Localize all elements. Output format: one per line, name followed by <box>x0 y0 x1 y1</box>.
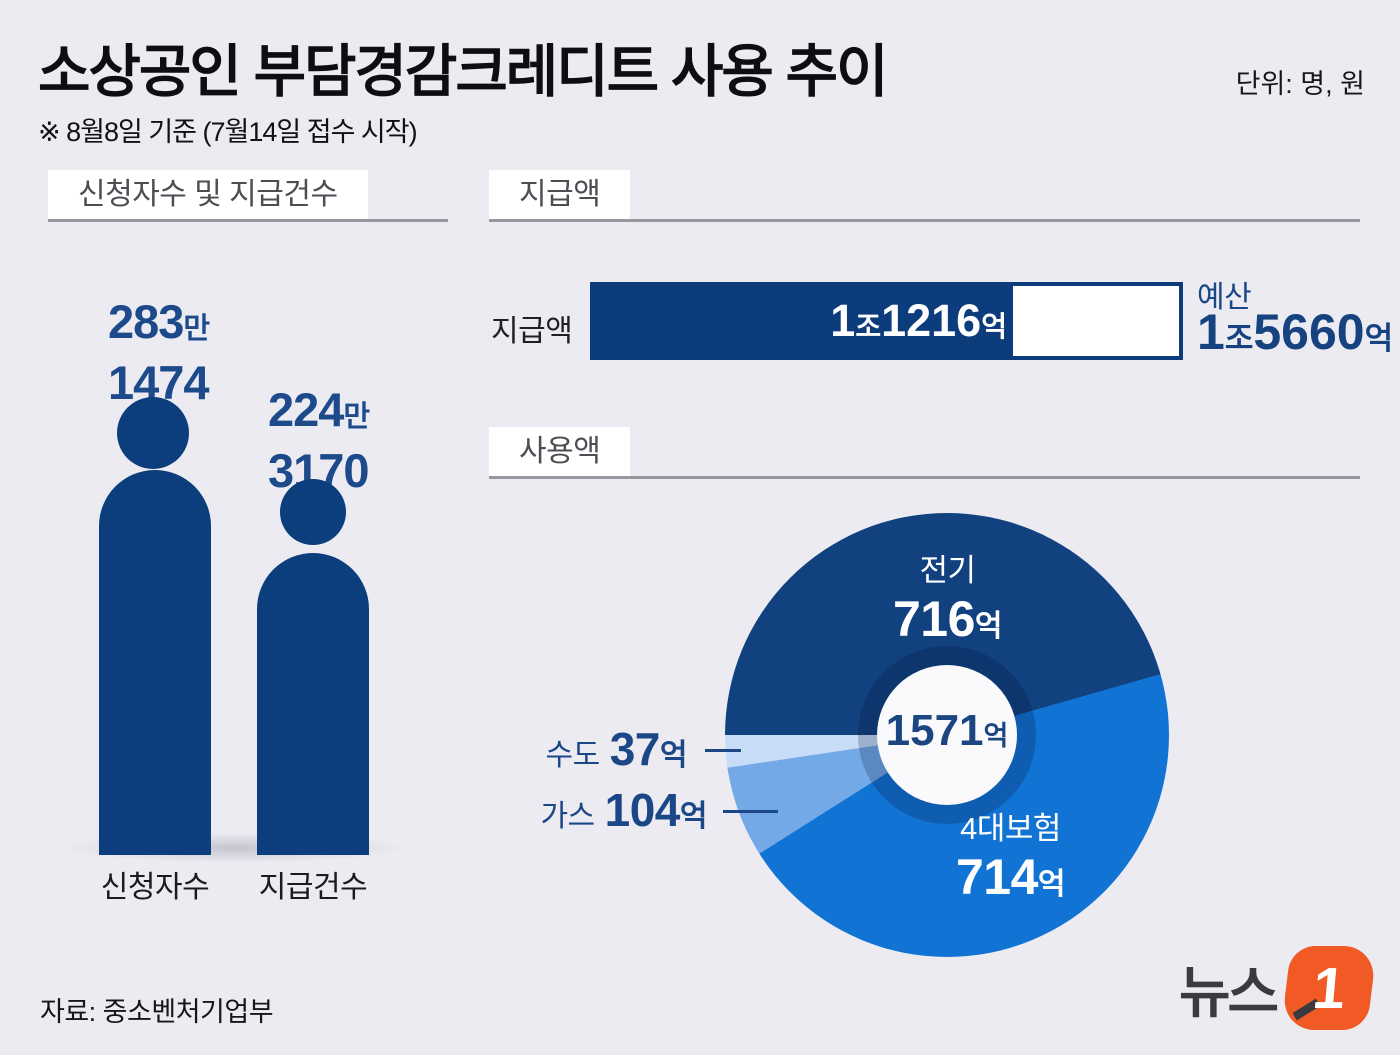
figure-value-applicants: 283만 1474 <box>108 295 210 419</box>
callout-water: 수도 37 억 <box>545 722 688 776</box>
section-header-applicants: 신청자수 및 지급건수 <box>48 170 368 220</box>
donut-label-electric: 전기 716억 <box>855 545 1040 648</box>
paid-value-jo: 조 <box>855 311 882 342</box>
electric-category: 전기 <box>919 553 976 588</box>
paid-value-1: 1 <box>830 295 856 346</box>
person-icon-payments-head <box>280 479 346 545</box>
water-value: 37 <box>609 723 661 775</box>
budget-value-2: 5660 <box>1253 304 1365 360</box>
section-divider-usage <box>489 476 1360 479</box>
section-header-applicants-label: 신청자수 및 지급건수 <box>48 170 368 220</box>
budget-label: 예산 <box>1197 281 1252 314</box>
section-divider-applicants <box>48 219 448 222</box>
donut-label-insurance: 4대보험 714억 <box>918 803 1103 906</box>
section-header-paid-label: 지급액 <box>489 170 631 220</box>
paid-bar-track: 1조1216억 <box>590 282 1183 360</box>
unit-note: 단위: 명, 원 <box>1235 69 1365 99</box>
electric-value: 716 <box>892 591 975 647</box>
insurance-value: 714 <box>955 849 1038 905</box>
callout-gas: 가스 104 억 <box>540 783 707 837</box>
subtitle-note: ※ 8월8일 기준 (7월14일 접수 시작) <box>38 117 418 147</box>
payments-number: 224 <box>268 383 344 436</box>
water-category: 수도 <box>545 739 601 772</box>
water-value-suffix: 억 <box>659 739 688 772</box>
total-value-suffix: 억 <box>983 721 1009 751</box>
callout-line-water <box>705 749 741 752</box>
figure-value-payments: 224만 3170 <box>268 383 370 507</box>
paid-value-eok: 억 <box>981 311 1007 342</box>
section-divider-paid <box>489 219 1360 222</box>
budget-value-eok: 억 <box>1364 321 1394 356</box>
budget-value-jo: 조 <box>1224 321 1254 356</box>
insurance-value-suffix: 억 <box>1037 868 1066 901</box>
total-value: 1571 <box>885 706 984 755</box>
news1-logo: 뉴스 1 <box>1178 946 1378 1030</box>
section-header-paid: 지급액 <box>489 170 631 220</box>
news1-logo-one-badge: 1 <box>1280 946 1378 1030</box>
page-title: 소상공인 부담경감크레디트 사용 추이 <box>38 40 889 104</box>
person-icon-payments-body <box>257 553 369 855</box>
gas-value: 104 <box>604 784 681 836</box>
person-icon-applicants-head <box>117 397 189 469</box>
paid-bar-fill: 1조1216억 <box>594 286 1013 356</box>
applicants-number: 283 <box>108 295 184 348</box>
applicants-number-suffix: 만 <box>183 313 210 345</box>
section-header-usage: 사용액 <box>489 427 631 477</box>
paid-value-2: 1216 <box>881 295 982 346</box>
person-icon-applicants-body <box>99 470 211 855</box>
figure-label-payments: 지급건수 <box>258 871 368 904</box>
donut-hole <box>877 665 1017 805</box>
usage-donut-chart <box>725 513 1169 957</box>
news1-logo-one: 1 <box>1310 955 1348 1021</box>
insurance-category: 4대보험 <box>960 811 1061 846</box>
donut-center-total: 1571억 <box>872 706 1022 756</box>
callout-line-gas <box>723 810 778 813</box>
paid-bar-row-label: 지급액 <box>491 315 573 348</box>
electric-value-suffix: 억 <box>974 610 1003 643</box>
budget-value: 1조5660억 <box>1197 303 1393 361</box>
figure-label-applicants: 신청자수 <box>100 871 210 904</box>
section-header-usage-label: 사용액 <box>489 427 631 477</box>
gas-category: 가스 <box>540 800 595 833</box>
news1-logo-text: 뉴스 <box>1178 960 1279 1024</box>
gas-value-suffix: 억 <box>679 800 708 833</box>
budget-value-1: 1 <box>1197 304 1225 360</box>
payments-number-suffix: 만 <box>343 401 370 433</box>
source-note: 자료: 중소벤처기업부 <box>40 997 274 1027</box>
